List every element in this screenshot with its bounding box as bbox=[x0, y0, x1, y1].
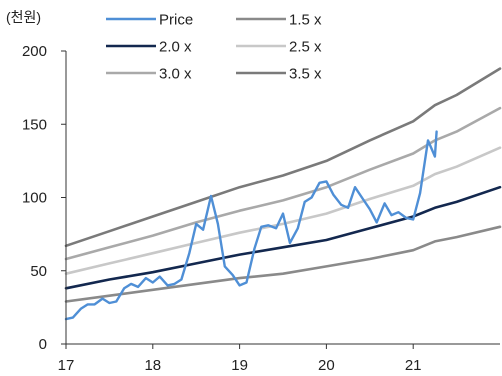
legend-label: 1.5 x bbox=[289, 12, 322, 29]
legend: Price 1.5 x 2.0 x 2.5 x 3.0 x 3.5 x bbox=[106, 12, 322, 83]
x-tick-label: 17 bbox=[58, 357, 75, 374]
legend-label: 3.5 x bbox=[289, 66, 322, 83]
legend-item-1-5-x: 1.5 x bbox=[236, 12, 322, 29]
legend-item-2-0-x: 2.0 x bbox=[106, 39, 192, 56]
legend-label: 2.5 x bbox=[289, 39, 322, 56]
series-line-price bbox=[64, 130, 438, 321]
series-line-2-5-x bbox=[64, 146, 502, 275]
axes: 0 50 100 150 200 17 18 19 20 21 bbox=[22, 43, 500, 374]
price-line-group bbox=[64, 130, 438, 321]
y-tick-label: 200 bbox=[22, 43, 47, 60]
band-lines bbox=[64, 67, 502, 303]
series-line-1-5-x bbox=[64, 225, 502, 303]
series-line-3-0-x bbox=[64, 106, 502, 261]
y-tick-label: 100 bbox=[22, 190, 47, 207]
series-line-2-0-x bbox=[64, 185, 502, 290]
x-tick-label: 20 bbox=[318, 357, 335, 374]
y-tick-label: 50 bbox=[30, 263, 47, 280]
legend-item-price: Price bbox=[106, 12, 193, 29]
y-tick-label: 150 bbox=[22, 116, 47, 133]
legend-item-3-0-x: 3.0 x bbox=[106, 66, 192, 83]
legend-label: 3.0 x bbox=[159, 66, 192, 83]
legend-label: Price bbox=[159, 12, 193, 29]
x-tick-label: 18 bbox=[144, 357, 161, 374]
y-tick-label: 0 bbox=[39, 336, 47, 353]
series-line-3-5-x bbox=[64, 67, 502, 248]
legend-label: 2.0 x bbox=[159, 39, 192, 56]
x-tick-label: 19 bbox=[231, 357, 248, 374]
x-tick-label: 21 bbox=[405, 357, 422, 374]
legend-item-2-5-x: 2.5 x bbox=[236, 39, 322, 56]
y-axis-unit-label: (천원) bbox=[6, 9, 41, 25]
legend-item-3-5-x: 3.5 x bbox=[236, 66, 322, 83]
